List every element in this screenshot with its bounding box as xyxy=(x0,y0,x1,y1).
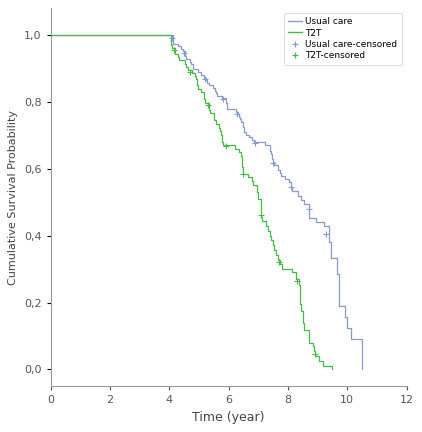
Point xyxy=(187,68,193,75)
X-axis label: Time (year): Time (year) xyxy=(192,411,265,424)
Point xyxy=(276,258,282,265)
Point xyxy=(305,206,312,213)
Point xyxy=(293,277,300,284)
Point xyxy=(169,35,176,41)
Point xyxy=(181,49,187,56)
Y-axis label: Cumulative Survival Probability: Cumulative Survival Probability xyxy=(8,110,18,285)
Point xyxy=(170,47,177,54)
Point xyxy=(270,159,276,166)
Point xyxy=(219,95,226,102)
Point xyxy=(204,102,211,109)
Point xyxy=(222,143,229,149)
Point xyxy=(258,211,265,218)
Legend: Usual care, T2T, Usual care-censored, T2T-censored: Usual care, T2T, Usual care-censored, T2… xyxy=(284,13,402,65)
Point xyxy=(234,111,241,118)
Point xyxy=(287,183,294,190)
Point xyxy=(252,139,259,146)
Point xyxy=(201,75,208,82)
Point xyxy=(311,350,318,357)
Point xyxy=(240,171,247,178)
Point xyxy=(323,230,330,237)
